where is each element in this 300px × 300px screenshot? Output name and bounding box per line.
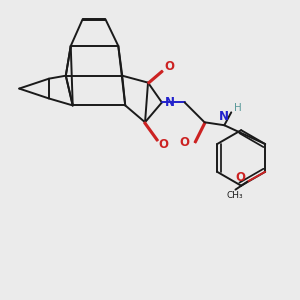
Text: N: N xyxy=(219,110,229,123)
Text: O: O xyxy=(236,171,245,184)
Text: CH₃: CH₃ xyxy=(226,191,243,200)
Text: O: O xyxy=(159,138,169,151)
Text: N: N xyxy=(165,96,175,109)
Text: O: O xyxy=(180,136,190,148)
Text: O: O xyxy=(165,60,175,73)
Text: H: H xyxy=(234,103,242,113)
